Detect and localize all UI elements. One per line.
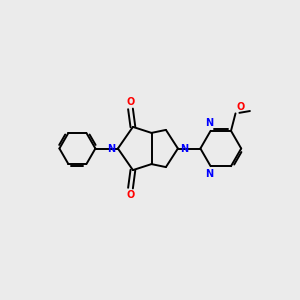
Text: O: O	[126, 97, 135, 106]
Text: N: N	[180, 143, 188, 154]
Text: N: N	[107, 143, 116, 154]
Text: N: N	[205, 118, 214, 128]
Text: O: O	[126, 190, 135, 200]
Text: N: N	[205, 169, 214, 178]
Text: O: O	[236, 102, 245, 112]
